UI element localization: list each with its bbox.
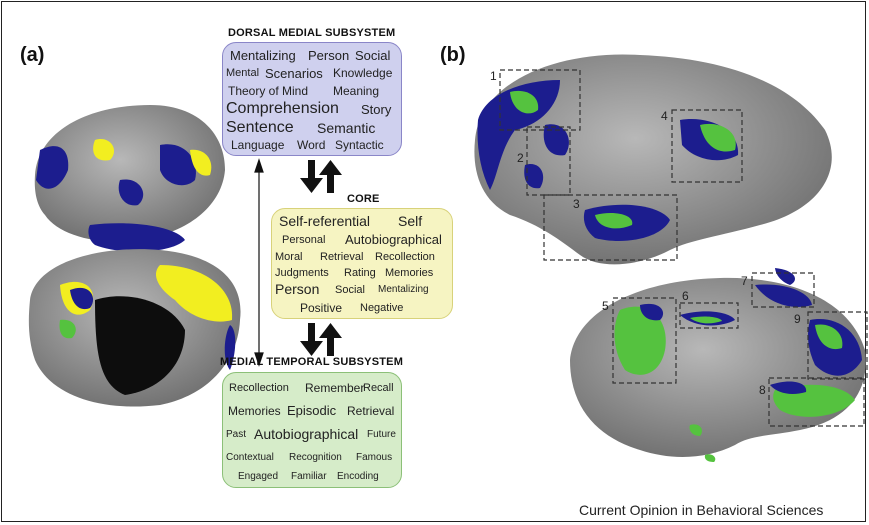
medial-word: Recall [363,382,394,394]
core-word: Personal [282,234,326,246]
dorsal-word: Syntactic [335,138,384,152]
medial-word: Recognition [289,452,342,463]
dorsal-word: Sentence [226,119,294,136]
core-word: Negative [360,302,404,314]
core-word: Person [275,281,320,297]
region-box-1 [499,69,581,131]
core-word: Autobiographical [345,232,442,247]
core-word: Self [398,213,423,229]
medial-word-cloud: Recollection Remember Recall Memories Ep… [222,372,402,488]
dorsal-word: Social [355,48,391,63]
dorsal-word: Scenarios [265,66,323,81]
medial-word: Remember [305,381,365,395]
core-word: Moral [275,251,303,263]
core-word: Memories [385,267,434,279]
panel-b-label: (b) [440,44,466,66]
medial-word: Contextual [226,452,274,463]
dorsal-word: Comprehension [226,100,339,117]
dorsal-word: Knowledge [333,66,393,80]
dorsal-word: Meaning [333,84,380,98]
region-box-4 [671,109,743,183]
core-word: Retrieval [320,251,364,263]
medial-word: Familiar [291,471,327,482]
region-label-3: 3 [573,197,580,211]
region-box-9 [807,311,868,380]
bidirectional-line [254,158,264,367]
dorsal-word: Semantic [317,120,376,136]
region-label-1: 1 [490,69,497,83]
medial-word: Retrieval [347,404,395,418]
medial-word: Recollection [229,382,289,394]
panel-b-medial-brain [570,268,866,462]
panel-a-label: (a) [20,44,45,66]
core-word: Social [335,284,365,296]
dorsal-word: Mentalizing [230,48,296,63]
journal-footer: Current Opinion in Behavioral Sciences [579,502,824,518]
medial-word: Autobiographical [254,426,359,442]
medial-title: MEDIAL TEMPORAL SUBSYSTEM [220,356,404,368]
core-word: Recollection [375,251,435,263]
dorsal-word: Person [308,48,350,63]
region-label-5: 5 [602,299,609,313]
dorsal-word: Story [361,102,392,117]
region-label-6: 6 [682,289,689,303]
core-word: Self-referential [279,213,371,229]
core-word: Positive [300,301,343,315]
panel-a-medial-brain [28,249,241,407]
dorsal-word: Mental [226,67,260,79]
medial-word: Episodic [287,403,337,418]
dorsal-word: Theory of Mind [228,84,309,98]
core-word: Rating [344,267,376,279]
region-box-3 [543,194,678,261]
core-word: Mentalizing [378,284,429,295]
region-label-9: 9 [794,312,801,326]
dorsal-word: Language [231,138,285,152]
panel-b-lateral-brain [474,54,832,265]
region-box-5 [612,297,677,384]
core-title: CORE [347,193,380,205]
arrows-dorsal-core [300,160,342,193]
core-word: Judgments [275,267,329,279]
region-label-2: 2 [517,151,524,165]
core-word-cloud: Self-referential Self Personal Autobiogr… [271,208,453,319]
dorsal-title: DORSAL MEDIAL SUBSYSTEM [228,27,396,39]
region-boxes [499,69,868,427]
region-label-7: 7 [741,274,748,288]
medial-word: Engaged [238,471,279,482]
medial-word: Famous [356,452,393,463]
panel-a-lateral-brain [34,105,226,252]
arrows-core-medial [300,323,342,356]
region-label-4: 4 [661,109,668,123]
region-box-6 [679,302,739,329]
medial-word: Encoding [337,471,379,482]
medial-word: Future [367,429,396,440]
medial-word: Memories [228,404,281,418]
medial-word: Past [226,429,247,440]
dorsal-word: Word [297,138,326,152]
dorsal-word-cloud: Mentalizing Person Social Mental Scenari… [222,42,402,156]
region-label-8: 8 [759,383,766,397]
